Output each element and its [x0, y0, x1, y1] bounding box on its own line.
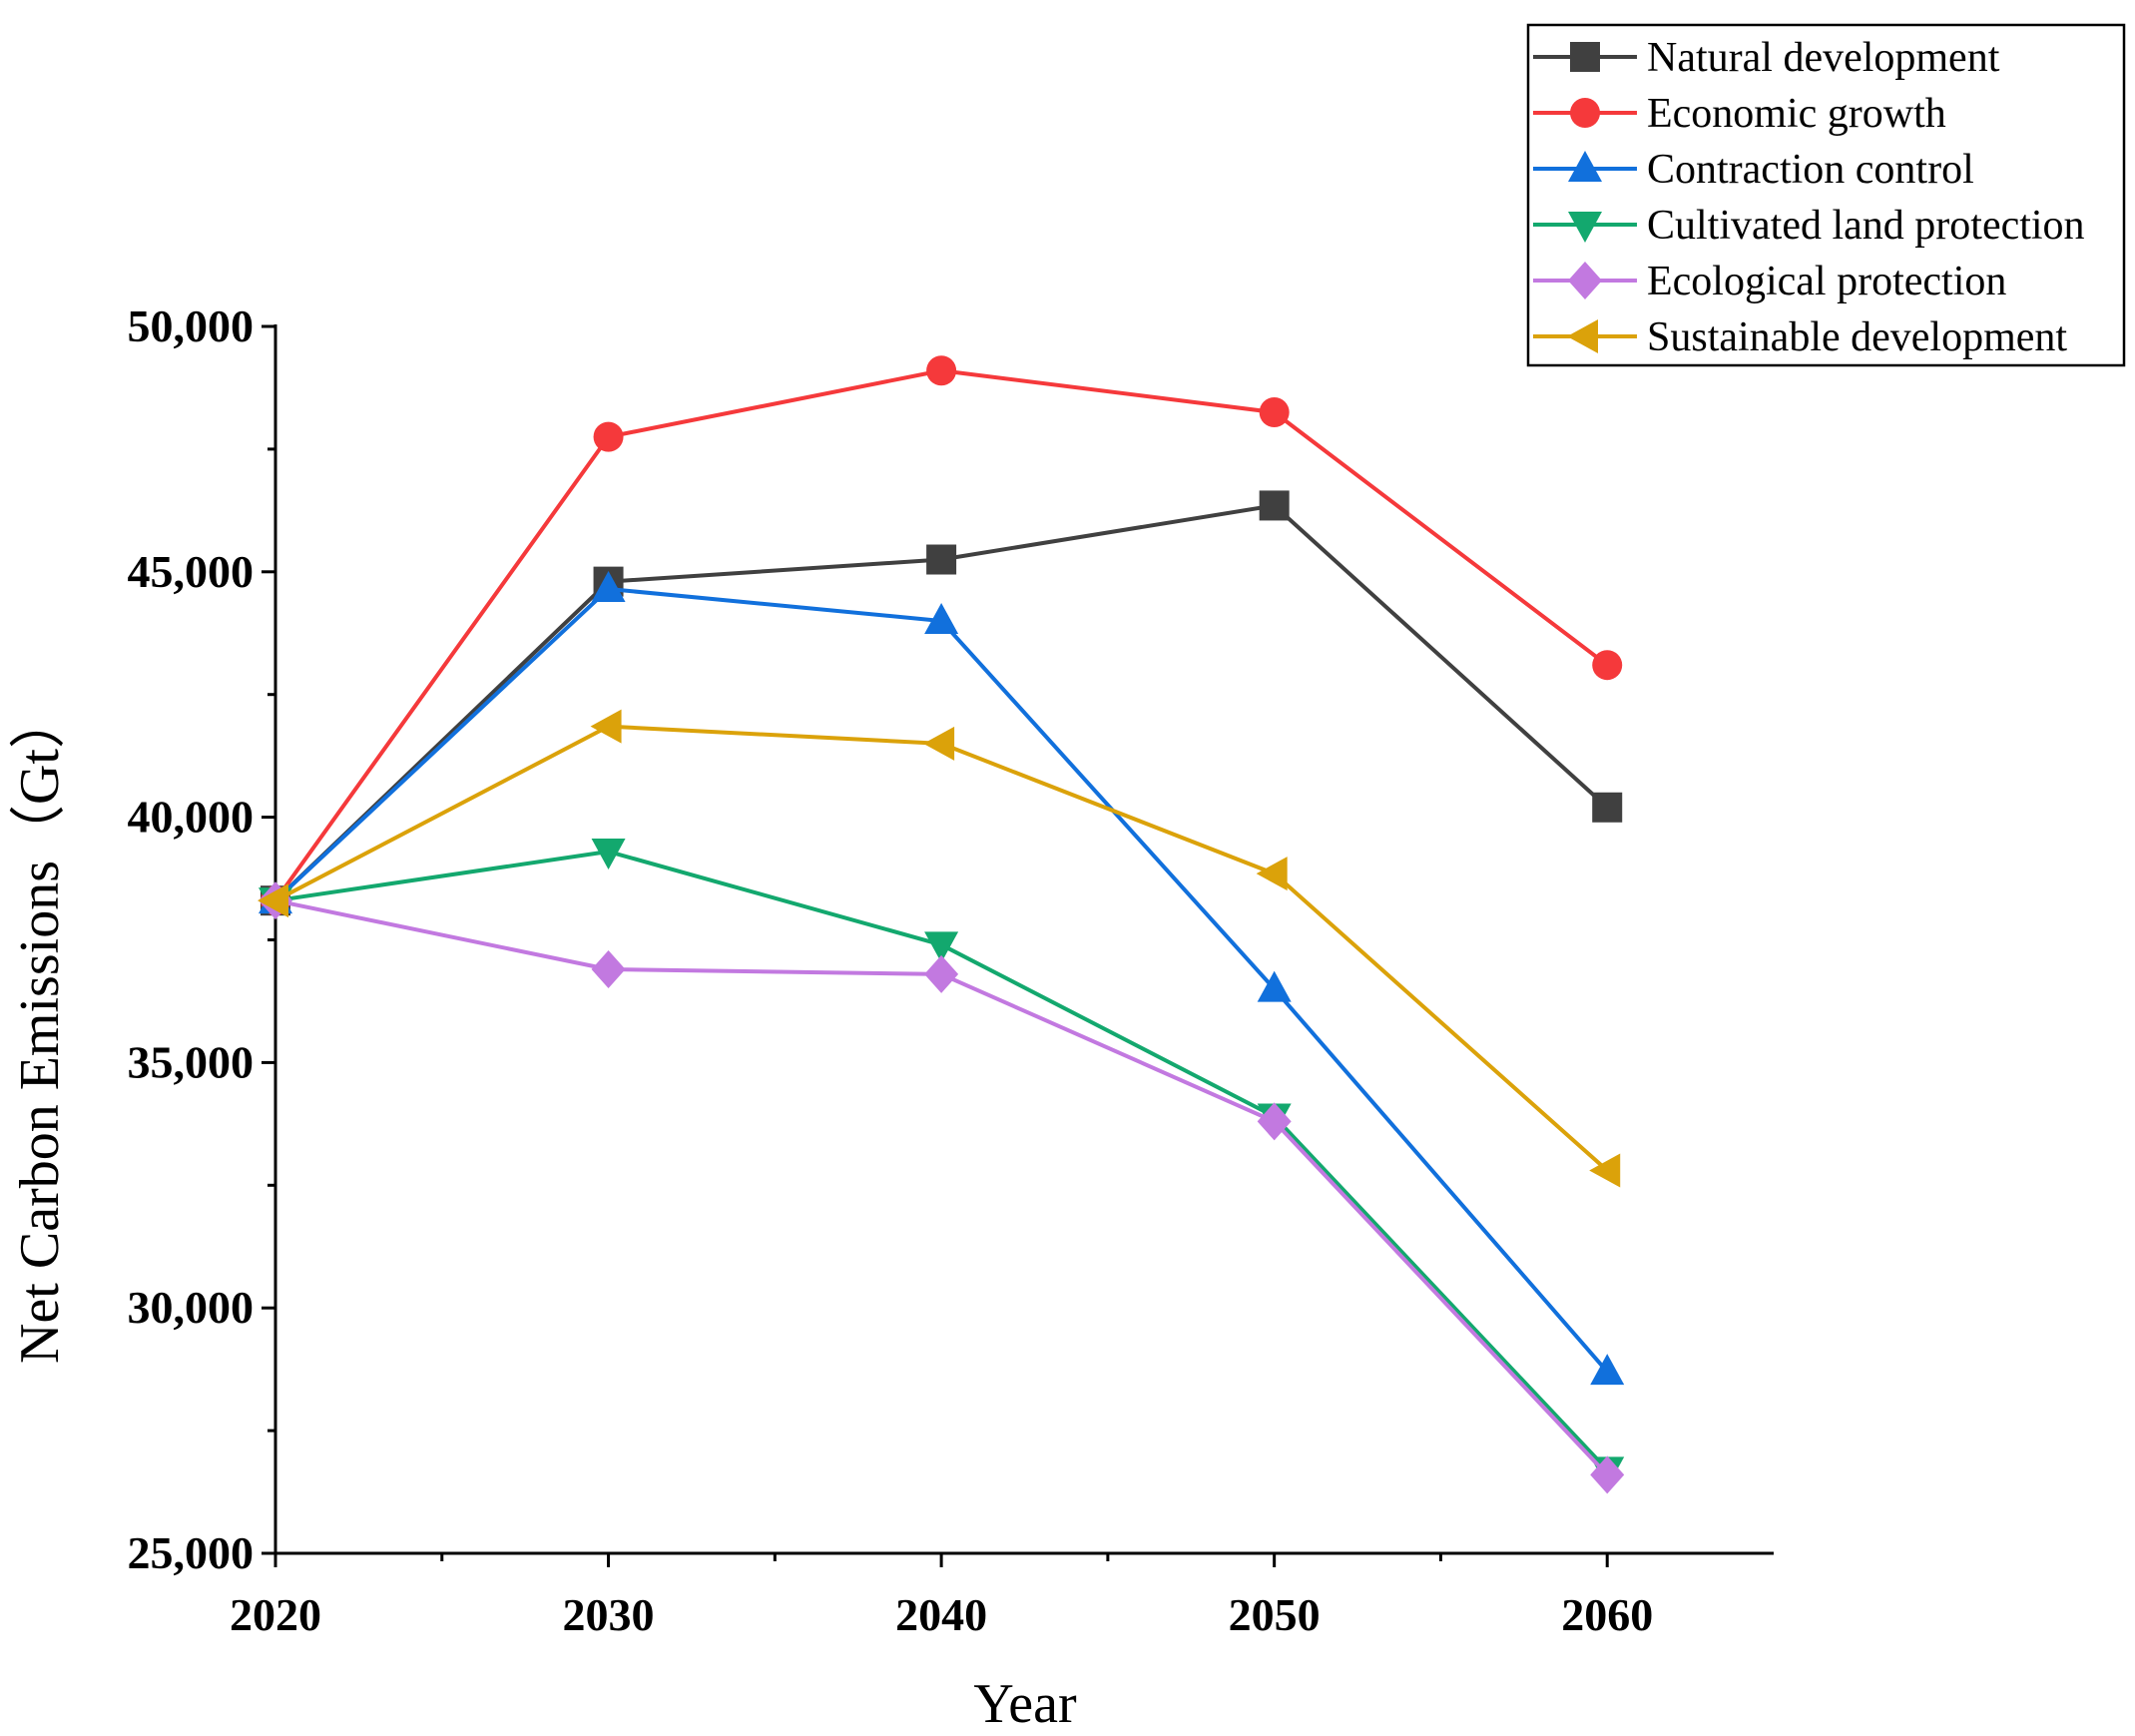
axes — [273, 324, 1774, 1555]
y-axis-title: Net Carbon Emissions（Gt） — [9, 693, 71, 1364]
legend-entry: Contraction control — [1533, 147, 1974, 193]
x-axis-title: Year — [973, 1673, 1077, 1735]
data-point — [1589, 1153, 1621, 1188]
legend-label: Economic growth — [1647, 91, 1946, 137]
data-point — [591, 949, 626, 988]
x-tick-label: 2040 — [895, 1589, 987, 1640]
data-point — [924, 954, 959, 993]
legend-box — [1526, 23, 2126, 367]
legend-marker — [1568, 151, 1602, 182]
y-tick-label: 50,000 — [128, 300, 255, 351]
data-point — [926, 355, 957, 386]
data-point — [1257, 1102, 1292, 1141]
series-cultivated-land-protection — [259, 839, 1625, 1488]
x-tick-label: 2050 — [1229, 1589, 1321, 1640]
x-axis-ticks: 2020 2030 2040 2050 2060 — [230, 1553, 1653, 1640]
legend-marker — [1570, 42, 1600, 72]
data-point — [1592, 792, 1623, 823]
series-ecological-protection — [259, 881, 1625, 1494]
y-tick-label: 30,000 — [128, 1282, 255, 1333]
x-tick-label: 2020 — [230, 1589, 321, 1640]
data-point — [924, 602, 959, 634]
data-point — [1590, 1354, 1625, 1386]
y-tick-label: 40,000 — [128, 792, 255, 843]
y-tick-label: 45,000 — [128, 546, 255, 597]
series-natural-development — [261, 490, 1623, 916]
legend-entry: Ecological protection — [1533, 259, 2006, 304]
legend-marker — [1567, 319, 1598, 353]
data-point — [591, 571, 626, 603]
legend-label: Sustainable development — [1647, 314, 2067, 360]
data-point — [1259, 490, 1290, 521]
data-point — [1257, 970, 1292, 1002]
x-tick-label: 2060 — [1561, 1589, 1653, 1640]
x-tick-label: 2030 — [563, 1589, 655, 1640]
data-point — [1590, 1455, 1625, 1494]
legend-label: Natural development — [1647, 35, 2000, 81]
data-point — [590, 709, 622, 744]
data-point — [258, 883, 288, 918]
data-point — [1592, 650, 1623, 681]
series-line — [273, 368, 1609, 902]
legend-entry: Sustainable development — [1533, 314, 2067, 360]
legend-label: Contraction control — [1647, 147, 1974, 193]
y-tick-label: 35,000 — [128, 1036, 255, 1087]
legend-marker — [1568, 212, 1602, 243]
data-point — [591, 839, 626, 870]
series-layer — [258, 355, 1625, 1494]
legend-entry: Cultivated land protection — [1533, 203, 2085, 249]
y-tick-label: 25,000 — [128, 1527, 255, 1578]
legend-marker — [1570, 98, 1600, 128]
legend: Natural development Economic growth Contra… — [1526, 23, 2126, 367]
data-point — [1256, 857, 1288, 891]
data-point — [924, 931, 959, 963]
legend-label: Ecological protection — [1647, 259, 2006, 304]
legend-entry: Natural development — [1533, 35, 2000, 81]
data-point — [593, 421, 624, 452]
legend-label: Cultivated land protection — [1647, 203, 2085, 249]
series-sustainable-development — [258, 709, 1621, 1188]
data-point — [923, 726, 955, 761]
data-point — [1259, 397, 1290, 428]
data-point — [926, 544, 957, 575]
legend-entry: Economic growth — [1533, 91, 1946, 137]
y-axis-ticks: 25,000 30,000 35,000 40,000 45,000 50,000 — [128, 300, 275, 1578]
legend-marker — [1568, 262, 1602, 299]
